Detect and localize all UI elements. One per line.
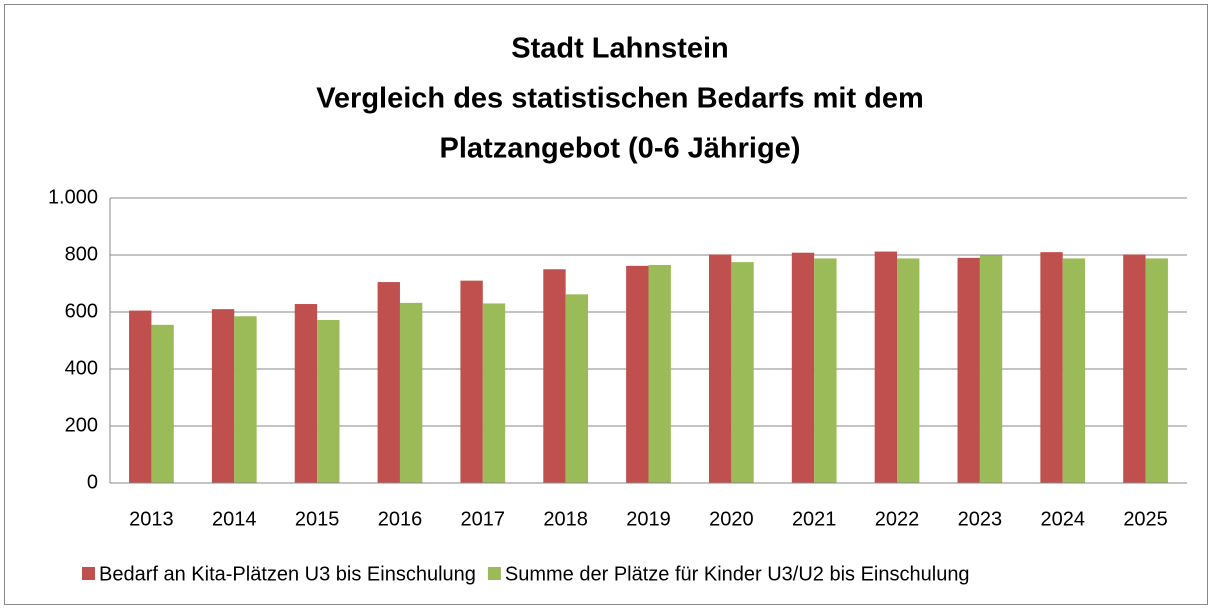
bar [648, 264, 671, 483]
x-tick-label: 2023 [958, 508, 1003, 530]
bar [708, 254, 732, 483]
y-tick-label: 200 [65, 414, 98, 436]
bar [874, 251, 898, 483]
bar [791, 252, 815, 483]
chart-title: Platzangebot (0-6 Jährige) [440, 133, 801, 165]
x-tick-label: 2021 [792, 508, 837, 530]
x-tick-label: 2022 [875, 508, 920, 530]
x-tick-label: 2016 [378, 508, 423, 530]
bar [129, 310, 152, 483]
y-tick-label: 0 [87, 471, 98, 493]
bar [1123, 254, 1146, 483]
chart-title: Vergleich des statistischen Bedarfs mit … [316, 83, 924, 115]
bar [543, 269, 566, 483]
x-tick-label: 2020 [709, 508, 754, 530]
bar [482, 303, 506, 483]
bar [399, 302, 423, 483]
x-tick-label: 2025 [1123, 508, 1168, 530]
x-tick-label: 2013 [129, 508, 174, 530]
bar [377, 282, 400, 483]
y-tick-label: 400 [65, 357, 98, 379]
x-tick-label: 2019 [626, 508, 671, 530]
bar [814, 258, 837, 483]
legend-label: Summe der Plätze für Kinder U3/U2 bis Ei… [505, 563, 970, 585]
x-tick-label: 2017 [461, 508, 506, 530]
legend-swatch [487, 567, 501, 580]
x-tick-label: 2018 [543, 508, 588, 530]
bar [565, 294, 589, 483]
x-tick-label: 2024 [1040, 508, 1085, 530]
bar [897, 258, 920, 483]
bar [211, 309, 235, 483]
bar [979, 255, 1003, 483]
chart-border [4, 4, 1208, 605]
legend-label: Bedarf an Kita-Plätzen U3 bis Einschulun… [99, 563, 476, 585]
bar [294, 304, 318, 483]
y-tick-label: 1.000 [48, 186, 98, 208]
bar [731, 262, 754, 483]
legend-swatch [82, 567, 95, 580]
bar [1145, 258, 1168, 483]
y-tick-label: 600 [65, 300, 98, 322]
x-tick-label: 2015 [295, 508, 340, 530]
bar [626, 265, 649, 483]
bar [957, 257, 980, 483]
bar [234, 316, 257, 483]
bar [460, 280, 483, 483]
y-tick-label: 800 [65, 243, 98, 265]
bar [1040, 252, 1063, 483]
chart-title: Stadt Lahnstein [511, 33, 729, 65]
bar [317, 319, 340, 483]
bar [151, 324, 174, 483]
bar [1062, 258, 1086, 483]
x-tick-label: 2014 [212, 508, 257, 530]
